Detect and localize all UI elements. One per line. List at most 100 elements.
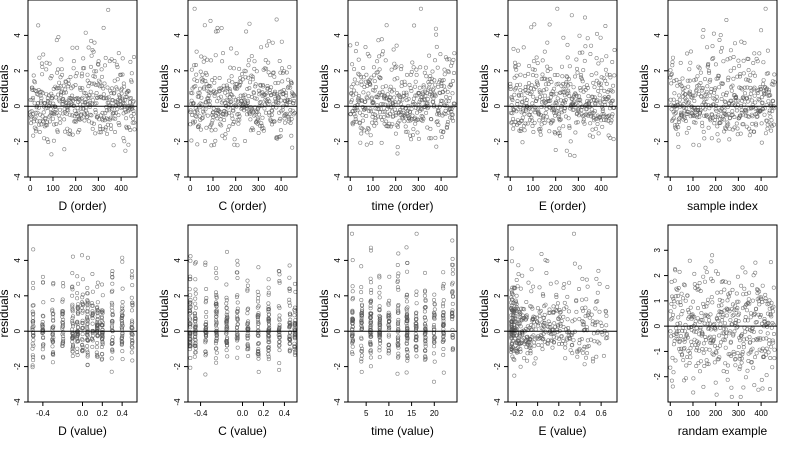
data-point bbox=[557, 126, 562, 131]
data-point bbox=[444, 99, 449, 104]
data-point bbox=[32, 80, 37, 85]
data-point bbox=[266, 292, 271, 297]
data-point bbox=[564, 80, 569, 85]
data-point bbox=[562, 281, 567, 286]
y-tick-label: 0 bbox=[653, 103, 662, 108]
data-point bbox=[126, 89, 131, 94]
data-point bbox=[541, 76, 546, 81]
data-point bbox=[423, 322, 428, 327]
data-point bbox=[209, 128, 214, 133]
data-point bbox=[60, 297, 65, 302]
data-point bbox=[30, 363, 35, 368]
data-point bbox=[368, 326, 373, 331]
data-point bbox=[523, 84, 528, 89]
data-point bbox=[236, 97, 241, 102]
data-point bbox=[191, 119, 196, 124]
data-point bbox=[377, 290, 382, 295]
data-point bbox=[261, 84, 266, 89]
data-point bbox=[251, 127, 256, 132]
data-point bbox=[266, 348, 271, 353]
data-point bbox=[687, 258, 692, 263]
data-point bbox=[675, 100, 680, 105]
data-point bbox=[522, 73, 527, 78]
data-point bbox=[441, 281, 446, 286]
data-point bbox=[721, 117, 726, 122]
data-point bbox=[771, 82, 776, 87]
data-point bbox=[581, 117, 586, 122]
data-point bbox=[576, 286, 581, 291]
data-point bbox=[265, 86, 270, 91]
data-point bbox=[608, 120, 613, 125]
data-point bbox=[130, 300, 135, 305]
data-point bbox=[359, 309, 364, 314]
data-point bbox=[528, 304, 533, 309]
data-point bbox=[681, 337, 686, 342]
data-point bbox=[76, 110, 81, 115]
data-point bbox=[51, 350, 56, 355]
data-point bbox=[726, 75, 731, 80]
data-point bbox=[605, 284, 610, 289]
data-point bbox=[566, 116, 571, 121]
data-point bbox=[680, 352, 685, 357]
data-point bbox=[607, 113, 612, 118]
data-point bbox=[551, 106, 556, 111]
data-point bbox=[700, 120, 705, 125]
data-point bbox=[377, 317, 382, 322]
data-point bbox=[746, 114, 751, 119]
data-point bbox=[193, 62, 198, 67]
data-point bbox=[85, 362, 90, 367]
data-point bbox=[287, 334, 292, 339]
data-point bbox=[292, 313, 297, 318]
data-point bbox=[713, 380, 718, 385]
data-point bbox=[695, 316, 700, 321]
data-point bbox=[266, 348, 271, 353]
data-point bbox=[392, 100, 397, 105]
data-point bbox=[106, 7, 111, 12]
data-point bbox=[256, 265, 261, 270]
y-tick-label: 4 bbox=[333, 33, 342, 38]
data-point bbox=[672, 299, 677, 304]
data-point bbox=[192, 261, 197, 266]
data-point bbox=[700, 346, 705, 351]
data-point bbox=[399, 84, 404, 89]
data-point bbox=[768, 312, 773, 317]
data-point bbox=[66, 78, 71, 83]
data-point bbox=[188, 300, 193, 305]
data-point bbox=[350, 324, 355, 329]
data-point bbox=[263, 58, 268, 63]
data-point bbox=[188, 365, 193, 370]
data-point bbox=[576, 113, 581, 118]
data-point bbox=[433, 82, 438, 87]
data-point bbox=[536, 342, 541, 347]
data-point bbox=[508, 87, 513, 92]
data-point bbox=[291, 98, 296, 103]
data-point bbox=[754, 56, 759, 61]
data-point bbox=[224, 338, 229, 343]
data-point bbox=[563, 86, 568, 91]
data-point bbox=[573, 101, 578, 106]
data-point bbox=[741, 385, 746, 390]
data-point bbox=[535, 107, 540, 112]
data-point bbox=[596, 89, 601, 94]
data-points bbox=[188, 6, 297, 150]
data-point bbox=[380, 85, 385, 90]
data-point bbox=[671, 370, 676, 375]
data-point bbox=[745, 368, 750, 373]
data-point bbox=[572, 317, 577, 322]
data-point bbox=[380, 49, 385, 54]
data-point bbox=[269, 108, 274, 113]
data-point bbox=[676, 125, 681, 130]
x-tick-label: 100 bbox=[46, 184, 60, 193]
data-point bbox=[387, 319, 392, 324]
data-point bbox=[762, 106, 767, 111]
data-point bbox=[396, 345, 401, 350]
data-point bbox=[420, 114, 425, 119]
data-point bbox=[669, 81, 674, 86]
data-point bbox=[214, 276, 219, 281]
data-point bbox=[273, 100, 278, 105]
data-point bbox=[90, 314, 95, 319]
data-point bbox=[671, 296, 676, 301]
y-tick-label: -4 bbox=[653, 173, 662, 181]
data-point bbox=[715, 271, 720, 276]
data-point bbox=[714, 94, 719, 99]
